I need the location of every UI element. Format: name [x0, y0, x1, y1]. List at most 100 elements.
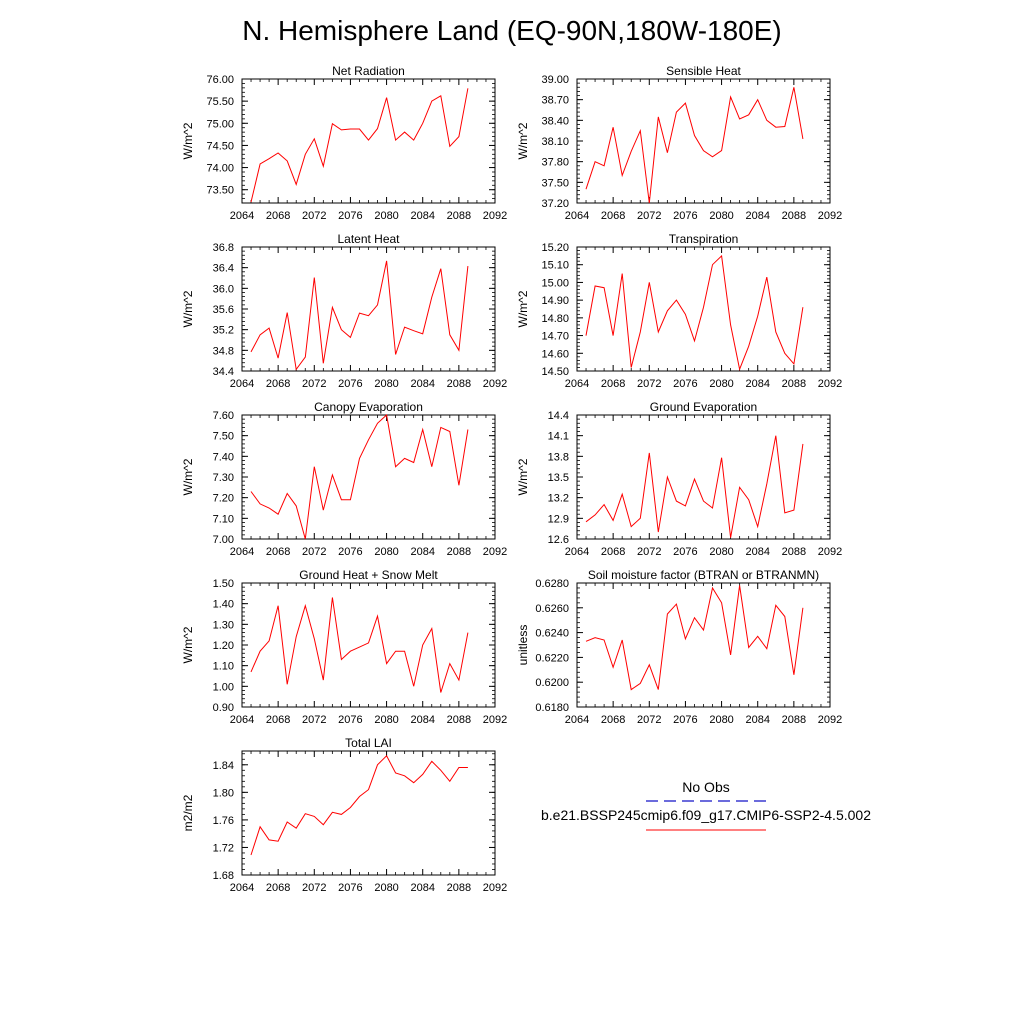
y-tick-label: 1.30: [213, 619, 234, 631]
y-tick-label: 35.2: [213, 325, 234, 337]
y-tick-label: 35.6: [213, 304, 234, 316]
x-tick-label: 2088: [447, 546, 471, 558]
x-tick-label: 2092: [818, 210, 842, 222]
x-tick-label: 2084: [410, 714, 434, 726]
x-tick-label: 2064: [230, 714, 254, 726]
plot-frame: [241, 78, 496, 204]
chart-panel: Total LAI m2/m2 2064 2068 2072 2076 2080 2084 20…: [181, 736, 507, 894]
y-tick-label: 7.50: [213, 431, 234, 443]
x-tick-label: 2072: [637, 378, 661, 390]
y-tick-label: 0.6220: [535, 652, 569, 664]
x-tick-label: 2084: [410, 378, 434, 390]
x-tick-label: 2072: [302, 714, 326, 726]
x-tick-label: 2076: [338, 882, 362, 894]
series-line: [585, 254, 804, 371]
x-tick-label: 2076: [338, 714, 362, 726]
y-tick-label: 1.80: [213, 787, 234, 799]
y-tick-label: 76.00: [206, 74, 234, 86]
y-tick-label: 14.50: [541, 366, 569, 378]
y-tick-label: 39.00: [541, 74, 569, 86]
x-tick-label: 2076: [673, 378, 697, 390]
y-tick-label: 13.2: [548, 493, 569, 505]
y-axis-label: W/m^2: [181, 290, 195, 327]
series-line: [585, 585, 804, 691]
x-tick-label: 2072: [637, 714, 661, 726]
x-tick-label: 2080: [374, 882, 398, 894]
x-tick-label: 2076: [338, 210, 362, 222]
y-axis-label: unitless: [516, 625, 530, 666]
x-tick-label: 2068: [601, 714, 625, 726]
y-tick-label: 74.50: [206, 140, 234, 152]
y-tick-label: 0.6240: [535, 628, 569, 640]
x-tick-label: 2088: [782, 378, 806, 390]
series-line: [250, 260, 469, 371]
x-tick-label: 2080: [374, 378, 398, 390]
x-tick-label: 2084: [745, 378, 769, 390]
series-line: [250, 597, 469, 693]
x-tick-label: 2072: [302, 882, 326, 894]
panel-title: Soil moisture factor (BTRAN or BTRANMN): [588, 568, 819, 582]
y-tick-label: 0.6200: [535, 677, 569, 689]
x-tick-label: 2076: [338, 546, 362, 558]
x-tick-label: 2064: [565, 546, 589, 558]
x-tick-label: 2072: [302, 546, 326, 558]
y-tick-label: 14.70: [541, 331, 569, 343]
y-tick-label: 7.40: [213, 451, 234, 463]
plot-frame: [576, 582, 831, 708]
x-tick-label: 2080: [374, 714, 398, 726]
x-tick-label: 2072: [302, 378, 326, 390]
y-tick-label: 34.4: [213, 366, 234, 378]
plot-frame: [576, 414, 831, 540]
y-tick-label: 1.76: [213, 815, 234, 827]
panels: Net Radiation W/m^2 2064 2068 2072 2076 2080 20…: [181, 64, 842, 894]
y-tick-label: 14.1: [548, 431, 569, 443]
x-tick-label: 2072: [637, 210, 661, 222]
chart-panel: Canopy Evaporation W/m^2 2064 2068 2072 2076 2…: [181, 400, 507, 558]
legend: No Obs b.e21.BSSP245cmip6.f09_g17.CMIP6-…: [541, 779, 871, 831]
x-tick-label: 2084: [745, 714, 769, 726]
y-tick-label: 0.6260: [535, 603, 569, 615]
x-tick-label: 2064: [565, 714, 589, 726]
x-tick-label: 2088: [782, 210, 806, 222]
x-tick-label: 2064: [565, 210, 589, 222]
x-tick-label: 2068: [601, 546, 625, 558]
x-tick-label: 2080: [709, 210, 733, 222]
y-tick-label: 74.00: [206, 163, 234, 175]
y-tick-label: 15.00: [541, 277, 569, 289]
panel-title: Transpiration: [669, 232, 739, 246]
chart-panel: Net Radiation W/m^2 2064 2068 2072 2076 2080 20…: [181, 64, 507, 222]
x-tick-label: 2092: [818, 546, 842, 558]
panel-title: Canopy Evaporation: [314, 400, 423, 414]
panel-title: Net Radiation: [332, 64, 405, 78]
y-tick-label: 0.6280: [535, 578, 569, 590]
chart-panel: Sensible Heat W/m^2 2064 2068 2072 2076 2080 20…: [516, 64, 842, 222]
y-tick-label: 7.10: [213, 513, 234, 525]
x-tick-label: 2080: [374, 210, 398, 222]
x-tick-label: 2084: [410, 882, 434, 894]
x-tick-label: 2064: [230, 210, 254, 222]
x-tick-label: 2072: [302, 210, 326, 222]
figure-title: N. Hemisphere Land (EQ-90N,180W-180E): [242, 15, 782, 46]
x-tick-label: 2080: [709, 714, 733, 726]
y-axis-label: W/m^2: [181, 626, 195, 663]
series-line: [250, 754, 468, 856]
x-tick-label: 2088: [447, 882, 471, 894]
y-tick-label: 7.00: [213, 534, 234, 546]
y-axis-label: W/m^2: [516, 458, 530, 495]
y-tick-label: 1.72: [213, 842, 234, 854]
x-tick-label: 2080: [374, 546, 398, 558]
y-tick-label: 37.20: [541, 198, 569, 210]
y-tick-label: 75.00: [206, 118, 234, 130]
x-tick-label: 2084: [410, 210, 434, 222]
y-tick-label: 1.00: [213, 681, 234, 693]
y-axis-label: W/m^2: [181, 122, 195, 159]
x-tick-label: 2088: [447, 210, 471, 222]
y-axis-label: W/m^2: [516, 122, 530, 159]
x-tick-label: 2076: [673, 546, 697, 558]
y-tick-label: 36.8: [213, 242, 234, 254]
y-tick-label: 1.50: [213, 578, 234, 590]
x-tick-label: 2072: [637, 546, 661, 558]
y-tick-label: 7.60: [213, 410, 234, 422]
y-tick-label: 73.50: [206, 185, 234, 197]
